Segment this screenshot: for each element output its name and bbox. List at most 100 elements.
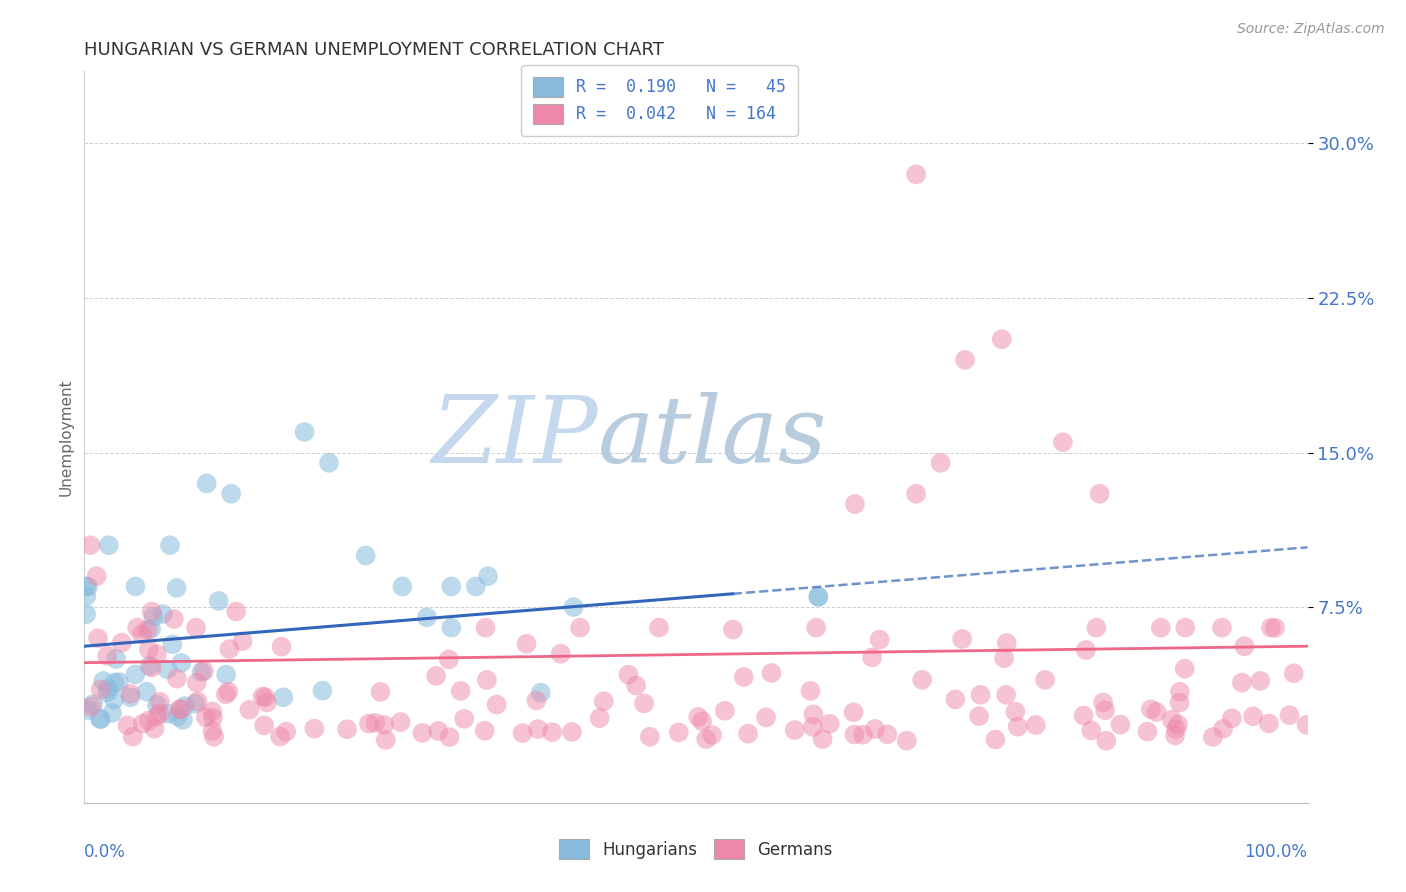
Point [695, 732, 717, 747]
Point [202, 730, 225, 744]
Point [633, 697, 655, 711]
Point [215, 667, 238, 681]
Point [1146, 705, 1168, 719]
Point [905, 167, 928, 181]
Point [90, 712, 112, 726]
Point [138, 714, 160, 728]
Point [515, 637, 537, 651]
Point [238, 703, 260, 717]
Point [714, 704, 737, 718]
Point [391, 579, 413, 593]
Point [761, 665, 783, 680]
Point [1164, 722, 1187, 736]
Point [811, 731, 834, 746]
Point [218, 642, 240, 657]
Point [411, 726, 433, 740]
Point [1052, 435, 1074, 450]
Point [863, 722, 886, 736]
Point [231, 634, 253, 648]
Point [1220, 711, 1243, 725]
Point [187, 694, 209, 708]
Point [149, 706, 172, 721]
Point [75, 579, 97, 593]
Point [318, 456, 340, 470]
Point [453, 712, 475, 726]
Text: 100.0%: 100.0% [1244, 843, 1308, 861]
Point [269, 730, 291, 744]
Point [688, 710, 710, 724]
Point [141, 660, 163, 674]
Point [1140, 702, 1163, 716]
Point [364, 715, 387, 730]
Point [1168, 685, 1191, 699]
Point [374, 733, 396, 747]
Point [569, 621, 592, 635]
Point [1295, 718, 1317, 732]
Point [166, 709, 188, 723]
Point [1085, 621, 1108, 635]
Point [1282, 666, 1305, 681]
Point [1264, 621, 1286, 635]
Point [170, 702, 193, 716]
Point [96, 648, 118, 663]
Point [896, 733, 918, 747]
Point [464, 579, 486, 593]
Point [474, 723, 496, 738]
Point [425, 669, 447, 683]
Text: Source: ZipAtlas.com: Source: ZipAtlas.com [1237, 22, 1385, 37]
Point [89, 712, 111, 726]
Point [75, 589, 97, 603]
Point [304, 722, 326, 736]
Point [311, 683, 333, 698]
Point [96, 685, 118, 699]
Point [721, 623, 744, 637]
Point [1150, 621, 1173, 635]
Point [162, 637, 184, 651]
Point [1258, 716, 1281, 731]
Point [131, 627, 153, 641]
Point [139, 622, 162, 636]
Point [146, 709, 169, 723]
Point [135, 684, 157, 698]
Point [157, 706, 180, 721]
Point [117, 718, 139, 732]
Point [844, 727, 866, 741]
Point [141, 605, 163, 619]
Point [120, 687, 142, 701]
Point [166, 672, 188, 686]
Point [219, 487, 242, 501]
Point [991, 332, 1014, 346]
Point [294, 425, 316, 439]
Point [172, 713, 194, 727]
Point [124, 579, 146, 593]
Point [439, 730, 461, 744]
Point [1167, 717, 1189, 731]
Point [77, 579, 100, 593]
Point [668, 725, 690, 739]
Point [844, 497, 866, 511]
Point [617, 667, 640, 681]
Point [186, 675, 208, 690]
Point [842, 705, 865, 719]
Point [138, 658, 160, 673]
Point [427, 724, 450, 739]
Point [562, 600, 585, 615]
Point [357, 716, 380, 731]
Point [86, 569, 108, 583]
Text: 0.0%: 0.0% [84, 843, 127, 861]
Point [373, 718, 395, 732]
Point [541, 725, 564, 739]
Point [91, 673, 114, 688]
Point [416, 610, 439, 624]
Point [82, 697, 104, 711]
Point [995, 636, 1018, 650]
Point [804, 621, 827, 635]
Point [254, 690, 277, 705]
Point [440, 579, 463, 593]
Point [967, 709, 990, 723]
Point [807, 590, 830, 604]
Point [1073, 708, 1095, 723]
Point [152, 607, 174, 621]
Point [1074, 643, 1097, 657]
Point [194, 710, 217, 724]
